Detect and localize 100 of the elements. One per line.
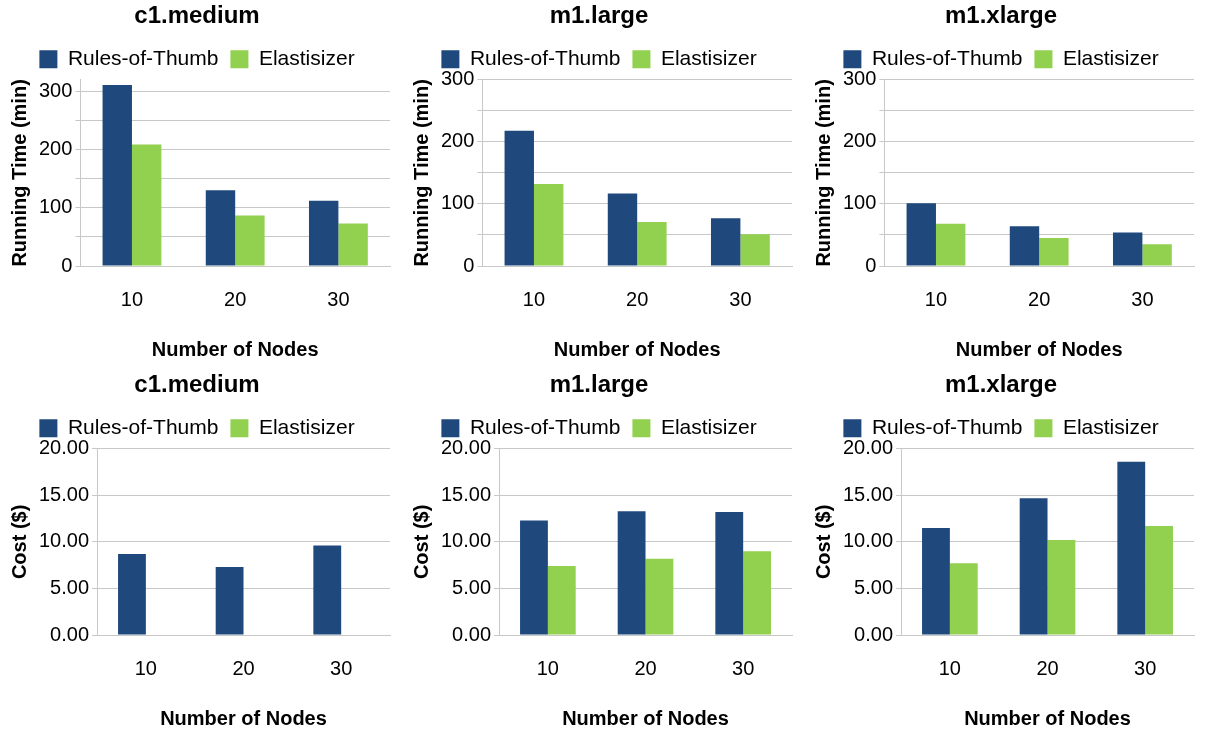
y-tick-label: 0.00 <box>452 622 492 645</box>
x-tick-label: 10 <box>134 656 157 679</box>
bar <box>645 558 674 635</box>
x-axis-title: Number of Nodes <box>160 706 327 729</box>
y-tick-label: 10.00 <box>440 529 492 552</box>
bar <box>205 190 236 266</box>
y-tick-label: 0 <box>61 253 73 276</box>
x-axis-title: Number of Nodes <box>553 337 721 360</box>
bar <box>547 566 576 635</box>
y-tick-label: 15.00 <box>842 482 894 505</box>
x-tick-label: 10 <box>120 287 144 310</box>
bar <box>949 563 978 635</box>
x-tick-label: 10 <box>938 656 961 679</box>
x-axis-title: Number of Nodes <box>562 706 729 729</box>
x-tick-label: 30 <box>1134 656 1157 679</box>
bar <box>740 234 770 266</box>
y-tick-label: 200 <box>38 137 73 160</box>
y-tick-label: 10.00 <box>842 529 894 552</box>
bar <box>906 203 936 266</box>
x-tick-label: 10 <box>924 287 948 310</box>
bar <box>607 193 638 266</box>
bar <box>118 554 146 635</box>
x-tick-label: 30 <box>330 656 353 679</box>
x-tick-label: 10 <box>536 656 559 679</box>
legend-label: Elastisizer <box>1062 46 1159 70</box>
x-tick-label: 30 <box>1131 287 1154 310</box>
bar <box>504 130 534 266</box>
y-tick-label: 100 <box>38 195 73 218</box>
chart-title: c1.medium <box>134 1 260 29</box>
bar <box>520 520 548 635</box>
chart-title: m1.xlarge <box>944 1 1058 29</box>
y-tick-label: 15.00 <box>38 482 90 505</box>
legend-label: Rules-of-Thumb <box>871 415 1023 439</box>
legend-label: Elastisizer <box>1062 415 1159 439</box>
y-tick-label: 0.00 <box>854 622 894 645</box>
bar <box>1039 238 1069 266</box>
bar <box>1019 498 1048 635</box>
x-axis-title: Number of Nodes <box>151 337 319 360</box>
y-tick-label: 300 <box>842 67 877 90</box>
y-tick-label: 5.00 <box>452 575 492 598</box>
y-tick-label: 0 <box>463 253 475 276</box>
y-axis-title: Running Time (min) <box>409 79 432 267</box>
x-tick-label: 20 <box>1036 656 1059 679</box>
bar <box>131 144 162 266</box>
bar <box>715 512 744 635</box>
x-tick-label: 10 <box>522 287 546 310</box>
chart-title: m1.xlarge <box>944 370 1058 398</box>
y-tick-label: 10.00 <box>38 529 90 552</box>
y-axis-title: Cost ($) <box>409 504 432 580</box>
bar <box>1145 526 1174 635</box>
bar <box>1112 232 1143 266</box>
legend-label: Rules-of-Thumb <box>67 415 219 439</box>
legend-label: Elastisizer <box>660 46 757 70</box>
legend-label: Rules-of-Thumb <box>469 46 621 70</box>
x-tick-label: 20 <box>232 656 255 679</box>
x-tick-label: 20 <box>634 656 657 679</box>
bar <box>743 551 772 635</box>
bar <box>102 85 132 266</box>
y-tick-label: 15.00 <box>440 482 492 505</box>
x-tick-label: 20 <box>224 287 247 310</box>
legend-label: Elastisizer <box>660 415 757 439</box>
y-tick-label: 0.00 <box>50 622 90 645</box>
y-tick-label: 100 <box>842 191 877 214</box>
y-axis-title: Running Time (min) <box>7 79 30 267</box>
y-tick-label: 200 <box>842 129 877 152</box>
bar <box>637 221 667 266</box>
y-axis-title: Cost ($) <box>811 504 834 580</box>
y-tick-label: 300 <box>440 67 475 90</box>
chart-title: m1.large <box>549 370 649 398</box>
bar <box>935 223 966 266</box>
x-tick-label: 30 <box>729 287 752 310</box>
x-tick-label: 30 <box>732 656 755 679</box>
bar <box>313 545 342 635</box>
y-tick-label: 0 <box>865 253 877 276</box>
bar <box>308 200 339 266</box>
legend-label: Elastisizer <box>258 415 355 439</box>
bar <box>1047 540 1076 635</box>
legend-label: Rules-of-Thumb <box>871 46 1023 70</box>
y-tick-label: 5.00 <box>854 575 894 598</box>
bar <box>710 218 741 266</box>
y-tick-label: 300 <box>38 78 73 101</box>
x-tick-label: 20 <box>1028 287 1051 310</box>
legend-label: Elastisizer <box>258 46 355 70</box>
bar <box>617 511 646 635</box>
bar <box>215 567 244 635</box>
y-tick-label: 200 <box>440 129 475 152</box>
y-tick-label: 20.00 <box>38 436 90 459</box>
x-axis-title: Number of Nodes <box>964 706 1131 729</box>
chart-title: c1.medium <box>134 370 260 398</box>
y-axis-title: Cost ($) <box>7 504 30 580</box>
bar <box>235 215 265 266</box>
x-tick-label: 20 <box>626 287 649 310</box>
y-axis-title: Running Time (min) <box>811 79 834 267</box>
y-tick-label: 20.00 <box>440 436 492 459</box>
legend-label: Rules-of-Thumb <box>67 46 219 70</box>
bar <box>1009 226 1040 266</box>
bar <box>922 527 950 635</box>
y-tick-label: 5.00 <box>50 575 90 598</box>
bar <box>1117 461 1146 635</box>
legend-label: Rules-of-Thumb <box>469 415 621 439</box>
